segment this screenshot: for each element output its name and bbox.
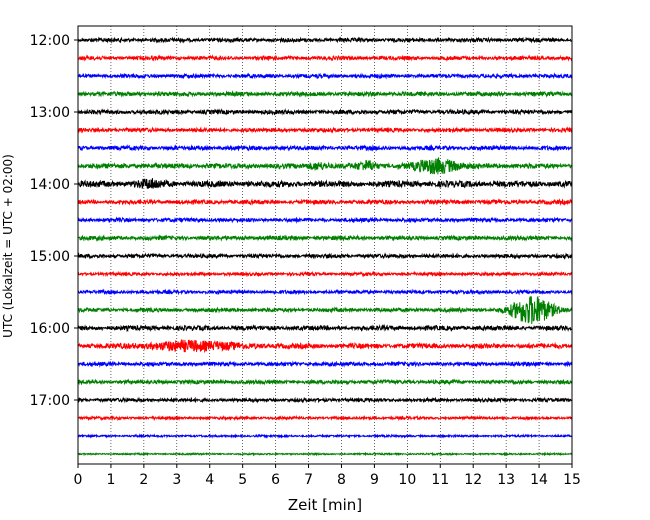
x-tick-label: 2 xyxy=(139,472,148,488)
y-tick-label: 13:00 xyxy=(30,105,70,121)
x-axis-label: Zeit [min] xyxy=(288,496,362,514)
seismic-trace xyxy=(77,157,573,175)
seismic-trace xyxy=(77,252,573,260)
seismic-trace xyxy=(77,234,573,242)
y-axis-label: UTC (Lokalzeit = UTC + 02:00) xyxy=(1,154,15,338)
seismic-trace xyxy=(77,288,573,296)
x-tick-label: 14 xyxy=(530,472,548,488)
x-axis-ticks: 0 1 2 3 4 5 6 7 8 9 10 11 12 13 14 15 xyxy=(74,464,581,488)
seismic-trace xyxy=(77,198,573,206)
y-tick-label: 17:00 xyxy=(30,393,70,409)
seismic-trace xyxy=(77,144,573,152)
seismic-trace xyxy=(77,108,573,116)
seismic-trace xyxy=(77,433,573,439)
x-tick-label: 4 xyxy=(205,472,214,488)
y-tick-label: 15:00 xyxy=(30,249,70,265)
x-tick-label: 5 xyxy=(238,472,247,488)
x-tick-label: 13 xyxy=(497,472,515,488)
x-tick-label: 1 xyxy=(106,472,115,488)
plot-frame xyxy=(77,25,573,465)
seismic-trace xyxy=(77,216,573,224)
seismic-trace xyxy=(77,54,573,62)
seismic-trace xyxy=(77,338,573,354)
seismic-trace xyxy=(77,451,573,457)
y-tick-label: 12:00 xyxy=(30,33,70,49)
seismic-trace xyxy=(77,295,573,325)
y-tick-label: 14:00 xyxy=(30,177,70,193)
x-tick-label: 7 xyxy=(304,472,313,488)
x-tick-label: 0 xyxy=(74,472,83,488)
x-tick-label: 8 xyxy=(337,472,346,488)
seismic-trace xyxy=(77,323,573,333)
vertical-grid xyxy=(110,26,540,464)
plot-area xyxy=(78,26,572,464)
seismic-trace xyxy=(77,378,573,386)
x-tick-label: 15 xyxy=(563,472,581,488)
y-tick-label: 16:00 xyxy=(30,321,70,337)
seismic-trace xyxy=(77,270,573,278)
seismic-trace xyxy=(77,36,573,44)
seismic-trace xyxy=(77,178,573,189)
x-tick-label: 9 xyxy=(370,472,379,488)
seismic-trace xyxy=(77,396,573,404)
seismic-trace xyxy=(77,360,573,368)
x-tick-label: 11 xyxy=(431,472,449,488)
x-tick-label: 12 xyxy=(464,472,482,488)
seismic-trace xyxy=(77,90,573,98)
seismic-trace xyxy=(77,414,573,422)
x-tick-label: 10 xyxy=(398,472,416,488)
y-axis-ticks: 12:00 13:00 14:00 15:00 16:00 17:00 xyxy=(30,33,78,409)
seismic-trace xyxy=(77,126,573,134)
x-tick-label: 3 xyxy=(172,472,181,488)
trace-group xyxy=(77,36,573,457)
seismic-trace xyxy=(77,72,573,80)
x-tick-label: 6 xyxy=(271,472,280,488)
